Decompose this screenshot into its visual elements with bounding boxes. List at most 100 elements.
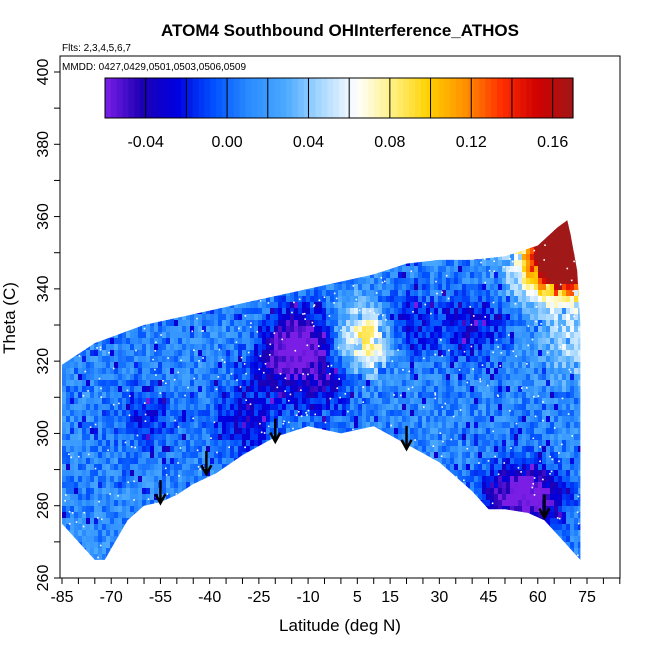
heatmap-cell bbox=[230, 260, 235, 267]
heatmap-cell bbox=[346, 368, 351, 375]
heatmap-cell bbox=[102, 548, 107, 555]
heatmap-cell bbox=[78, 560, 83, 567]
heatmap-cell bbox=[310, 350, 315, 357]
heatmap-cell bbox=[166, 494, 171, 501]
heatmap-cell bbox=[190, 434, 195, 441]
heatmap-cell bbox=[206, 278, 211, 285]
heatmap-cell bbox=[262, 524, 267, 531]
heatmap-cell bbox=[130, 266, 135, 273]
heatmap-cell bbox=[286, 560, 291, 567]
heatmap-cell bbox=[98, 362, 103, 369]
heatmap-cell bbox=[334, 512, 339, 519]
heatmap-cell bbox=[282, 220, 287, 225]
heatmap-cell bbox=[86, 356, 91, 363]
heatmap-cell bbox=[150, 524, 155, 531]
heatmap-cell bbox=[254, 434, 259, 441]
heatmap-cell bbox=[302, 398, 307, 405]
heatmap-cell bbox=[98, 548, 103, 555]
heatmap-cell bbox=[94, 266, 99, 273]
heatmap-cell bbox=[66, 302, 71, 309]
heatmap-cell bbox=[230, 344, 235, 351]
heatmap-cell bbox=[254, 560, 259, 567]
heatmap-cell bbox=[78, 332, 83, 339]
heatmap-cell bbox=[254, 518, 259, 525]
heatmap-cell bbox=[246, 494, 251, 501]
heatmap-cell bbox=[78, 494, 83, 501]
heatmap-cell bbox=[218, 518, 223, 525]
heatmap-cell bbox=[350, 446, 355, 453]
heatmap-cell bbox=[74, 200, 79, 207]
heatmap-cell bbox=[298, 212, 303, 219]
heatmap-cell bbox=[370, 380, 375, 387]
heatmap-cell bbox=[278, 458, 283, 465]
heatmap-cell bbox=[90, 206, 95, 213]
heatmap-cell bbox=[130, 290, 135, 297]
heatmap-cell bbox=[206, 446, 211, 453]
heatmap-cell bbox=[66, 482, 71, 489]
heatmap-cell bbox=[310, 314, 315, 321]
heatmap-cell bbox=[246, 398, 251, 405]
heatmap-cell bbox=[374, 548, 379, 555]
heatmap-cell bbox=[106, 554, 111, 560]
heatmap-cell bbox=[282, 242, 287, 249]
heatmap-cell bbox=[330, 278, 335, 285]
heatmap-cell bbox=[298, 524, 303, 531]
heatmap-cell bbox=[234, 320, 239, 327]
heatmap-cell bbox=[306, 440, 311, 447]
heatmap-cell bbox=[170, 452, 175, 459]
heatmap-cell bbox=[178, 404, 183, 411]
heatmap-cell bbox=[354, 260, 359, 267]
heatmap-cell bbox=[334, 206, 339, 213]
heatmap-cell bbox=[62, 440, 67, 447]
heatmap-cell bbox=[190, 560, 195, 567]
heatmap-cell bbox=[194, 248, 199, 255]
heatmap-cell bbox=[278, 230, 283, 237]
heatmap-cell bbox=[310, 404, 315, 411]
heatmap-cell bbox=[74, 398, 79, 405]
heatmap-cell bbox=[62, 302, 67, 309]
heatmap-cell bbox=[258, 356, 263, 363]
heatmap-cell bbox=[258, 464, 263, 471]
heatmap-cell bbox=[102, 206, 107, 213]
heatmap-cell bbox=[246, 500, 251, 507]
heatmap-cell bbox=[182, 236, 187, 243]
heatmap-cell bbox=[170, 548, 175, 555]
heatmap-cell bbox=[238, 560, 243, 567]
heatmap-cell bbox=[274, 320, 279, 327]
heatmap-cell bbox=[334, 284, 339, 291]
heatmap-cell bbox=[182, 530, 187, 537]
heatmap-cell bbox=[278, 386, 283, 393]
heatmap-cell bbox=[142, 332, 147, 339]
heatmap-cell bbox=[110, 458, 115, 465]
heatmap-cell bbox=[238, 332, 243, 339]
heatmap-cell bbox=[282, 230, 287, 237]
heatmap-cell bbox=[262, 446, 267, 453]
heatmap-cell bbox=[78, 212, 83, 219]
heatmap-cell bbox=[82, 452, 87, 459]
heatmap-cell bbox=[130, 446, 135, 453]
heatmap-cell bbox=[222, 338, 227, 345]
heatmap-cell bbox=[290, 230, 295, 237]
heatmap-cell bbox=[278, 446, 283, 453]
heatmap-cell bbox=[362, 200, 367, 207]
heatmap-cell bbox=[290, 200, 295, 207]
heatmap-cell bbox=[258, 398, 263, 405]
heatmap-cell bbox=[350, 476, 355, 483]
heatmap-cell bbox=[186, 242, 191, 249]
heatmap-cell bbox=[126, 362, 131, 369]
heatmap-cell bbox=[258, 278, 263, 285]
heatmap-cell bbox=[102, 332, 107, 339]
heatmap-cell bbox=[350, 392, 355, 399]
heatmap-cell bbox=[118, 266, 123, 273]
heatmap-cell bbox=[150, 536, 155, 543]
heatmap-cell bbox=[222, 362, 227, 369]
heatmap-cell bbox=[374, 212, 379, 219]
heatmap-cell bbox=[214, 464, 219, 471]
heatmap-cell bbox=[366, 452, 371, 459]
heatmap-cell bbox=[362, 356, 367, 363]
heatmap-cell bbox=[286, 362, 291, 369]
heatmap-cell bbox=[230, 362, 235, 369]
heatmap-cell bbox=[150, 494, 155, 501]
heatmap-cell bbox=[222, 326, 227, 333]
heatmap-cell bbox=[326, 254, 331, 261]
